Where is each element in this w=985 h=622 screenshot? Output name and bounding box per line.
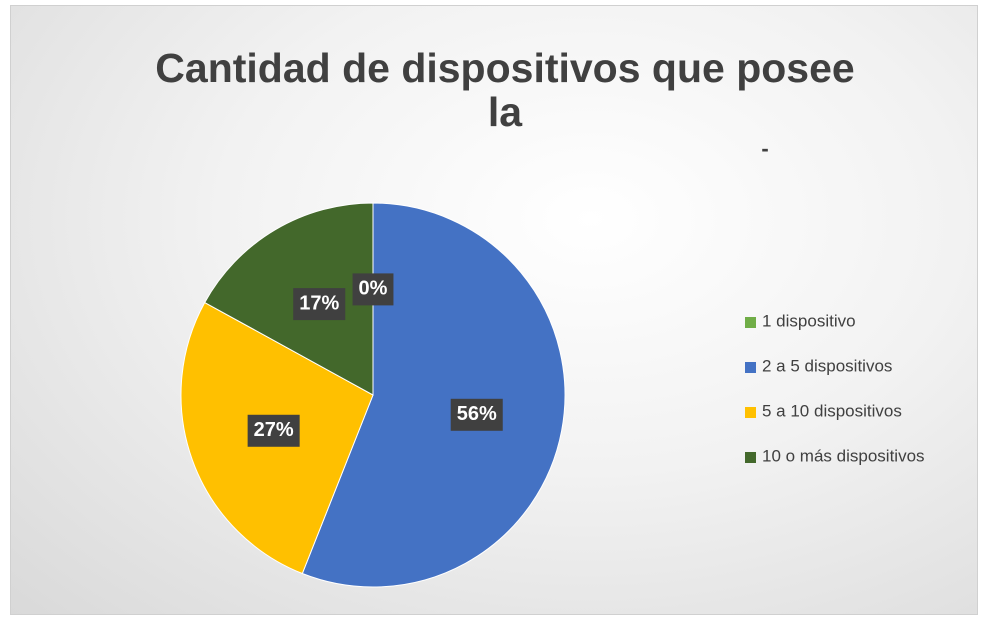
legend-swatch [745, 362, 756, 373]
data-label-text: 0% [359, 278, 388, 300]
data-label-box [450, 398, 503, 431]
data-label-box [247, 414, 300, 447]
data-label-text: 56% [457, 403, 497, 425]
data-label: 27% [247, 414, 300, 447]
annotation: - [761, 136, 768, 161]
data-label-box [293, 288, 346, 321]
legend-label: 1 dispositivo [762, 311, 856, 330]
pie-slice [301, 202, 566, 588]
data-label: 0% [352, 273, 394, 306]
pie-slice [204, 202, 374, 396]
legend-label: 5 a 10 dispositivos [762, 401, 902, 420]
chart-title: Cantidad de dispositivos que posee la [155, 45, 855, 135]
legend-swatch [745, 407, 756, 418]
legend-label: 10 o más dispositivos [762, 446, 925, 465]
data-label-text: 17% [299, 292, 339, 314]
legend-label: 2 a 5 dispositivos [762, 356, 892, 375]
data-label-text: 27% [254, 419, 294, 441]
legend-swatch [745, 452, 756, 463]
data-label: 17% [293, 288, 346, 321]
data-label: 56% [450, 398, 503, 431]
data-label-box [352, 273, 394, 306]
legend-swatch [745, 317, 756, 328]
